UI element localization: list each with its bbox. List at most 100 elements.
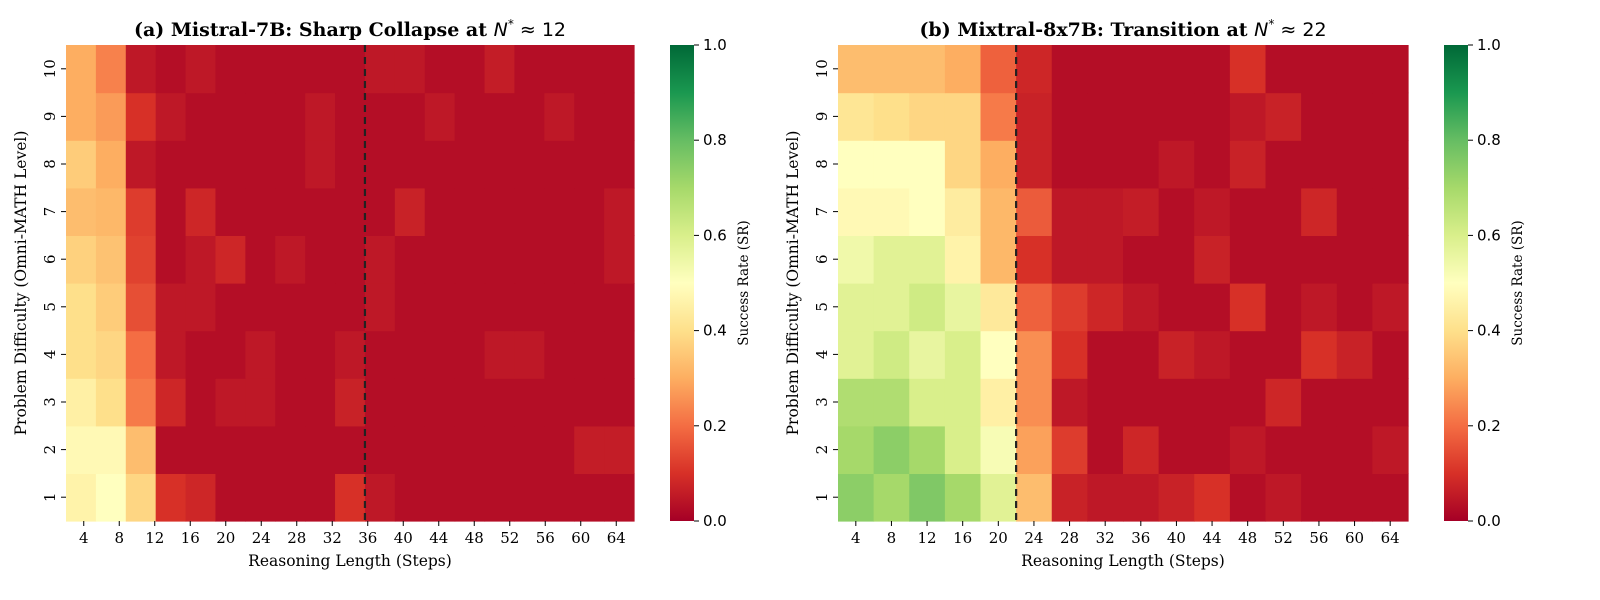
heatmap-cell bbox=[454, 473, 486, 522]
heatmap-cell bbox=[125, 187, 157, 236]
heatmap-cell bbox=[1301, 140, 1338, 189]
x-tick-label: 64 bbox=[607, 529, 626, 547]
heatmap-cell bbox=[424, 45, 456, 94]
heatmap-cell bbox=[1158, 378, 1195, 427]
heatmap-cell bbox=[66, 235, 97, 284]
heatmap-panel-mixtral: 4 8 12 16 20 24 28 32 36 40 44 48 52 56 60 641234567891… bbox=[784, 17, 1526, 570]
colorbar-tick-label: 0.2 bbox=[703, 417, 727, 435]
heatmap-cell bbox=[66, 187, 97, 236]
heatmap-cell bbox=[95, 330, 127, 379]
colorbar-label: Success Rate (SR) bbox=[736, 220, 752, 345]
heatmap-cell bbox=[1016, 92, 1053, 141]
heatmap-cell bbox=[66, 92, 97, 141]
heatmap-cell bbox=[484, 45, 516, 94]
heatmap-cell bbox=[544, 187, 575, 236]
heatmap-cell bbox=[95, 45, 127, 94]
heatmap-cell bbox=[1372, 45, 1409, 94]
heatmap-cell bbox=[873, 378, 910, 427]
x-tick-label: 16 bbox=[953, 529, 972, 547]
heatmap-cell bbox=[1194, 473, 1231, 522]
heatmap-cell bbox=[185, 235, 217, 284]
heatmap-cell bbox=[604, 140, 635, 189]
heatmap-cell bbox=[1123, 473, 1160, 522]
heatmap-cell bbox=[1336, 283, 1373, 332]
heatmap-cell bbox=[125, 283, 157, 332]
heatmap-cell bbox=[838, 45, 875, 94]
heatmap-cell bbox=[155, 425, 187, 474]
y-tick-label: 3 bbox=[41, 397, 59, 407]
x-tick-label: 36 bbox=[1131, 529, 1150, 547]
heatmap-cell bbox=[909, 187, 946, 236]
heatmap-cell bbox=[944, 378, 982, 427]
heatmap-cell bbox=[574, 283, 605, 332]
y-axis-label: Problem Difficulty (Omni-MATH Level) bbox=[784, 131, 802, 436]
heatmap-cell bbox=[1051, 92, 1088, 141]
heatmap-cell bbox=[1087, 425, 1124, 474]
heatmap-cell bbox=[275, 330, 306, 379]
heatmap-cell bbox=[275, 378, 306, 427]
y-tick-label: 10 bbox=[41, 59, 59, 78]
heatmap-cell bbox=[1372, 425, 1409, 474]
heatmap-cell bbox=[873, 140, 910, 189]
heatmap-cell bbox=[394, 235, 426, 284]
heatmap-cell bbox=[215, 45, 246, 94]
heatmap-cell bbox=[245, 187, 276, 236]
heatmap-cell bbox=[1123, 425, 1160, 474]
heatmap-cell bbox=[1229, 378, 1267, 427]
heatmap-cell bbox=[1229, 92, 1267, 141]
y-tick-label: 8 bbox=[813, 159, 831, 169]
colorbar-tick-label: 0.2 bbox=[1477, 417, 1501, 435]
heatmap-cell bbox=[364, 45, 396, 94]
heatmap-cell bbox=[574, 187, 605, 236]
x-tick-label: 20 bbox=[989, 529, 1008, 547]
heatmap-cell bbox=[215, 473, 246, 522]
heatmap-cell bbox=[1372, 187, 1409, 236]
heatmap-cell bbox=[454, 187, 486, 236]
heatmap-cell bbox=[305, 140, 336, 189]
heatmap-cell bbox=[1336, 378, 1373, 427]
heatmap-cell bbox=[185, 425, 217, 474]
heatmap-cell bbox=[245, 140, 276, 189]
heatmap-cell bbox=[364, 378, 396, 427]
heatmap-cell bbox=[980, 378, 1017, 427]
heatmap-cell bbox=[1194, 425, 1231, 474]
heatmap-cell bbox=[980, 283, 1017, 332]
heatmap-cell bbox=[95, 140, 127, 189]
heatmap-cell bbox=[873, 283, 910, 332]
heatmap-cell bbox=[1087, 45, 1124, 94]
heatmap-cell bbox=[215, 378, 246, 427]
heatmap-cell bbox=[454, 140, 486, 189]
heatmap-cell bbox=[1265, 92, 1302, 141]
heatmap-cell bbox=[394, 187, 426, 236]
heatmap-cell bbox=[185, 330, 217, 379]
heatmap-cell bbox=[305, 283, 336, 332]
heatmap-cell bbox=[215, 92, 246, 141]
heatmap-cell bbox=[1372, 473, 1409, 522]
x-tick-label: 56 bbox=[536, 529, 555, 547]
heatmap-cell bbox=[514, 378, 545, 427]
x-tick-label: 60 bbox=[1345, 529, 1364, 547]
heatmap-cell bbox=[574, 330, 605, 379]
heatmap-cell bbox=[873, 92, 910, 141]
x-tick-label: 20 bbox=[216, 529, 235, 547]
heatmap-cell bbox=[1158, 473, 1195, 522]
heatmap-cell bbox=[944, 140, 982, 189]
heatmap-cell bbox=[1229, 187, 1267, 236]
heatmap-cell bbox=[1301, 187, 1338, 236]
x-axis-label: Reasoning Length (Steps) bbox=[248, 552, 452, 570]
heatmap-cell bbox=[1194, 187, 1231, 236]
heatmap-cell bbox=[1265, 283, 1302, 332]
heatmap-cell bbox=[1016, 45, 1053, 94]
heatmap-cell bbox=[125, 45, 157, 94]
heatmap-cell bbox=[394, 92, 426, 141]
heatmap-cell bbox=[1087, 140, 1124, 189]
heatmap-cell bbox=[125, 92, 157, 141]
heatmap-cell bbox=[95, 473, 127, 522]
heatmap-cell bbox=[544, 45, 575, 94]
heatmap-cell bbox=[215, 140, 246, 189]
heatmap-cell bbox=[1087, 187, 1124, 236]
heatmap-cell bbox=[604, 45, 635, 94]
heatmap-cell bbox=[1265, 140, 1302, 189]
heatmap-cell bbox=[1158, 283, 1195, 332]
heatmap-cell bbox=[604, 473, 635, 522]
